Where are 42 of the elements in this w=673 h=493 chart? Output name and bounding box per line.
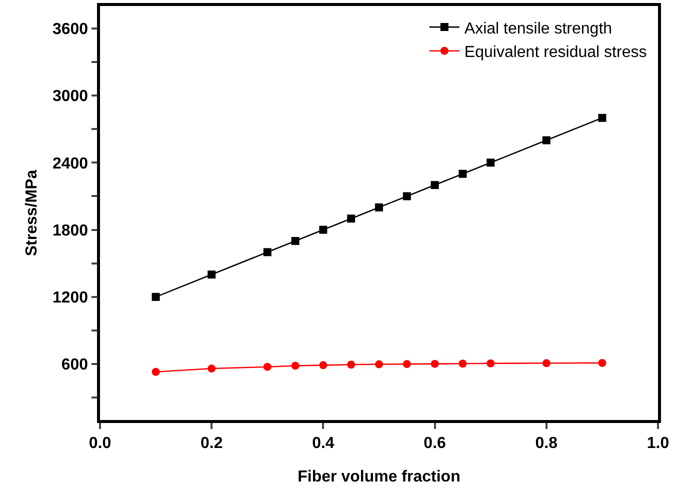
- x-tick-label: 0.8: [535, 434, 558, 452]
- point: [598, 358, 606, 367]
- y-tick-label: 1200: [52, 290, 88, 307]
- point: [208, 364, 216, 373]
- x-tick-label: 0.2: [200, 434, 223, 452]
- point: [486, 158, 495, 167]
- point: [542, 136, 550, 144]
- legend-label: Equivalent residual stress: [464, 44, 647, 62]
- point: [208, 270, 216, 279]
- x-tick-label: 0.6: [424, 434, 446, 452]
- point: [319, 361, 328, 370]
- x-tick-label: 0.0: [88, 434, 112, 452]
- y-tick-label: 3000: [52, 88, 88, 106]
- point: [458, 170, 467, 178]
- point: [458, 360, 467, 368]
- x-tick-label: 0.4: [312, 434, 334, 452]
- point: [486, 359, 495, 368]
- x-axis-title: Fiber volume fraction: [298, 468, 460, 486]
- y-tick-label: 2400: [52, 155, 88, 172]
- point: [347, 360, 356, 369]
- point: [402, 192, 411, 200]
- point: [375, 360, 383, 368]
- point: [291, 236, 300, 245]
- point: [598, 114, 606, 122]
- y-tick-label: 3600: [52, 20, 88, 38]
- x-tick-label: 1.0: [646, 434, 670, 452]
- point: [291, 362, 300, 370]
- point: [152, 368, 160, 376]
- point: [430, 360, 439, 368]
- point: [375, 203, 383, 212]
- point: [152, 292, 160, 301]
- point: [430, 181, 439, 190]
- point: [263, 362, 272, 371]
- point: [347, 214, 356, 223]
- y-axis-title: Stress/MPa: [23, 170, 40, 256]
- y-tick-label: 600: [61, 356, 88, 374]
- point: [542, 359, 550, 368]
- y-tick-label: 1800: [52, 222, 88, 240]
- point: [402, 360, 411, 368]
- point: [263, 248, 272, 256]
- legend-label: Axial tensile strength: [464, 20, 612, 38]
- point: [319, 226, 328, 234]
